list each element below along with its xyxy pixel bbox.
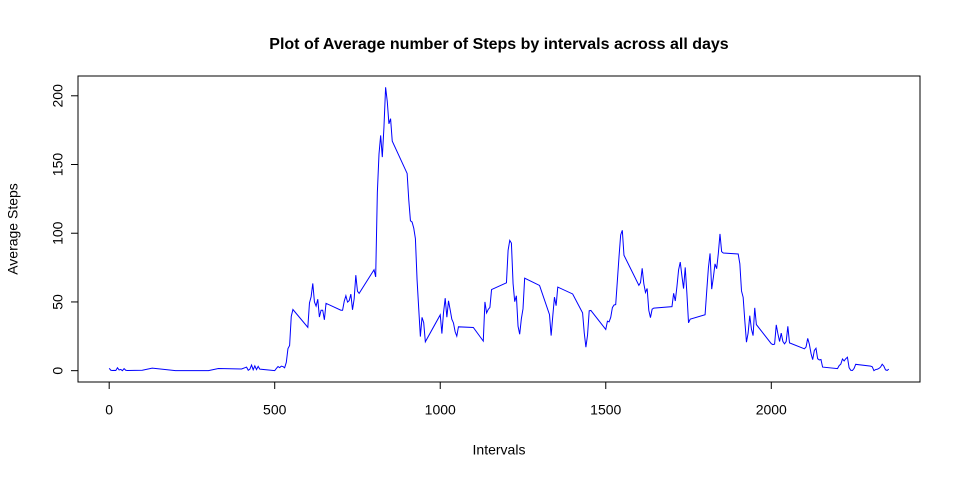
y-tick-label: 200 — [50, 84, 66, 108]
y-tick-label: 100 — [50, 221, 66, 245]
x-tick-label: 1000 — [425, 402, 456, 418]
x-tick-label: 1500 — [590, 402, 621, 418]
chart-title: Plot of Average number of Steps by inter… — [269, 36, 729, 53]
x-tick-label: 2000 — [756, 402, 787, 418]
x-tick-label: 500 — [263, 402, 287, 418]
y-tick-label: 150 — [50, 153, 66, 177]
y-tick-label: 50 — [50, 294, 66, 310]
data-line — [108, 87, 890, 372]
y-axis-label: Average Steps — [5, 183, 21, 275]
y-tick-label: 0 — [50, 367, 66, 375]
x-tick-label: 0 — [105, 402, 113, 418]
plot-box — [77, 75, 921, 383]
x-axis-label: Intervals — [473, 442, 526, 458]
